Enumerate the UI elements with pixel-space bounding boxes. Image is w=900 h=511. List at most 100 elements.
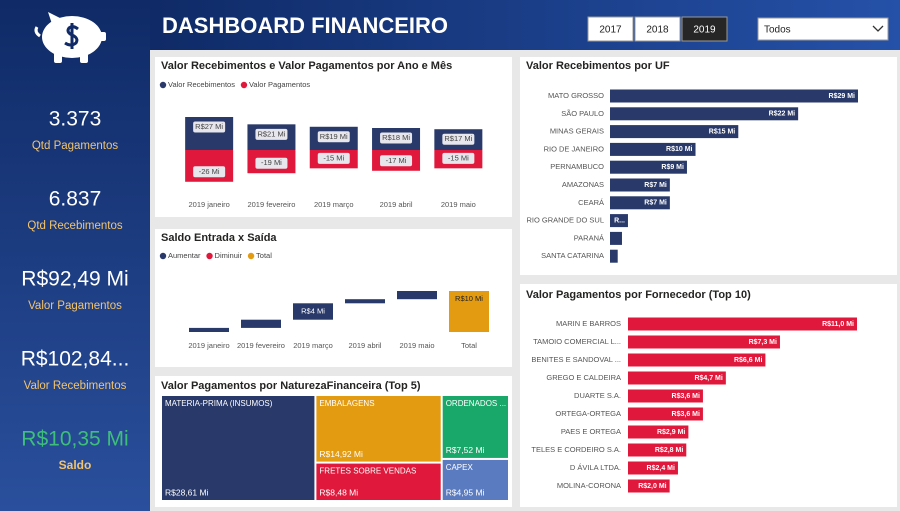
data-label: R$10 Mi [666, 146, 693, 153]
legend-label: Aumentar [168, 251, 201, 260]
kpi-value: R$102,84... [21, 348, 130, 371]
data-label-box [317, 152, 350, 164]
tile-value: R$4,95 Mi [446, 487, 485, 497]
data-label: R$9 Mi [661, 164, 684, 171]
dropdown-chevron[interactable] [872, 25, 884, 32]
bar [628, 353, 766, 367]
data-label: R$7,3 Mi [749, 339, 777, 346]
bar [610, 178, 670, 192]
bar [628, 461, 678, 475]
data-label: R$3,6 Mi [672, 393, 700, 400]
y-tick-label: DUARTE S.A. [574, 391, 621, 400]
y-tick-label: MINAS GERAIS [550, 127, 604, 136]
tile-value: R$14,92 Mi [319, 449, 363, 459]
dropdown-label[interactable]: Todos [764, 25, 791, 36]
bar [628, 443, 687, 457]
year-button[interactable] [681, 16, 728, 42]
y-tick-label: GREGO E CALDEIRA [546, 373, 621, 382]
data-label: R$2,4 Mi [647, 465, 675, 472]
kpi-label: Qtd Recebimentos [27, 220, 122, 232]
panel-title: Valor Pagamentos por Fornecedor (Top 10) [526, 289, 751, 301]
year-label[interactable]: 2018 [646, 25, 669, 36]
y-tick-label: TELES E CORDEIRO S.A. [531, 445, 621, 454]
y-tick-label: CEARÁ [578, 198, 604, 207]
bar [610, 231, 622, 245]
treemap-tile [162, 396, 315, 500]
year-button[interactable] [587, 16, 634, 42]
panel-title: Valor Recebimentos e Valor Pagamentos po… [161, 60, 452, 72]
y-tick-label: BENITES E SANDOVAL ... [531, 355, 621, 364]
treemap-tile [316, 396, 441, 462]
bar [345, 299, 385, 304]
y-tick-label: RIO GRANDE DO SUL [526, 216, 604, 225]
kpi-value: R$10,35 Mi [21, 428, 128, 451]
y-tick-label: SÃO PAULO [561, 109, 604, 118]
data-label: R$7 Mi [644, 182, 667, 189]
data-label: R... [614, 217, 625, 224]
bar [628, 335, 780, 349]
kpi-value: 3.373 [49, 108, 102, 131]
year-label[interactable]: 2019 [693, 25, 716, 36]
y-tick-label: ORTEGA-ORTEGA [555, 409, 621, 418]
bar [628, 425, 689, 439]
data-label-box [255, 157, 288, 169]
legend-marker [247, 252, 255, 260]
x-tick-label: 2019 março [293, 341, 333, 350]
x-tick-label: Total [461, 341, 477, 350]
x-tick-label: 2019 janeiro [189, 200, 230, 209]
data-label: R$2,9 Mi [657, 429, 685, 436]
year-label[interactable]: 2017 [599, 25, 622, 36]
data-label: -26 Mi [199, 167, 220, 176]
y-tick-label: PAES E ORTEGA [561, 427, 621, 436]
y-tick-label: D ÁVILA LTDA. [570, 463, 621, 472]
kpi-label: Valor Recebimentos [24, 380, 127, 392]
bar [610, 160, 687, 174]
data-label: R$17 Mi [444, 134, 472, 143]
bar [189, 327, 229, 332]
y-tick-label: PARANÁ [574, 233, 604, 242]
tile-label: CAPEX [446, 463, 474, 472]
tile-value: R$28,61 Mi [165, 487, 209, 497]
y-tick-label: TAMOIO COMERCIAL L... [533, 337, 621, 346]
data-label-box [255, 128, 288, 140]
data-label: R$10 Mi [455, 294, 483, 303]
kpi-label: Valor Pagamentos [28, 300, 122, 312]
data-label-box [380, 132, 413, 144]
data-label-box [193, 121, 226, 133]
data-label-box [442, 152, 475, 164]
y-tick-label: MATO GROSSO [548, 91, 604, 100]
legend-label: Diminuir [215, 251, 243, 260]
y-tick-label: MARIN E BARROS [556, 319, 621, 328]
data-label: -17 Mi [386, 156, 407, 165]
legend-label: Valor Pagamentos [249, 80, 310, 89]
y-tick-label: SANTA CATARINA [541, 251, 604, 260]
bar [610, 196, 670, 210]
bar [610, 125, 739, 139]
data-label: R$11,0 Mi [822, 321, 854, 328]
data-label-box [317, 131, 350, 143]
panel-title: Saldo Entrada x Saída [161, 232, 277, 244]
x-tick-label: 2019 março [314, 200, 354, 209]
panel-title: Valor Recebimentos por UF [526, 60, 670, 72]
kpi-value: R$92,49 Mi [21, 268, 128, 291]
data-label: -19 Mi [261, 158, 282, 167]
data-label-box [380, 155, 413, 167]
treemap-tile [316, 463, 441, 500]
legend-label: Valor Recebimentos [168, 80, 235, 89]
dropdown[interactable] [757, 17, 889, 41]
year-button[interactable] [634, 16, 681, 42]
kpi-label: Saldo [59, 458, 92, 472]
data-label: R$21 Mi [257, 129, 285, 138]
tile-label: EMBALAGENS [319, 399, 374, 408]
legend-marker [206, 252, 213, 260]
bar [628, 317, 857, 331]
legend-marker [240, 81, 248, 89]
legend-marker [159, 252, 167, 260]
data-label: R$2,0 Mi [638, 483, 666, 490]
data-label: R$2,8 Mi [655, 447, 683, 454]
tile-value: R$7,52 Mi [446, 445, 485, 455]
data-label: -15 Mi [448, 153, 469, 162]
bar [610, 249, 618, 263]
data-label: R$19 Mi [320, 132, 348, 141]
